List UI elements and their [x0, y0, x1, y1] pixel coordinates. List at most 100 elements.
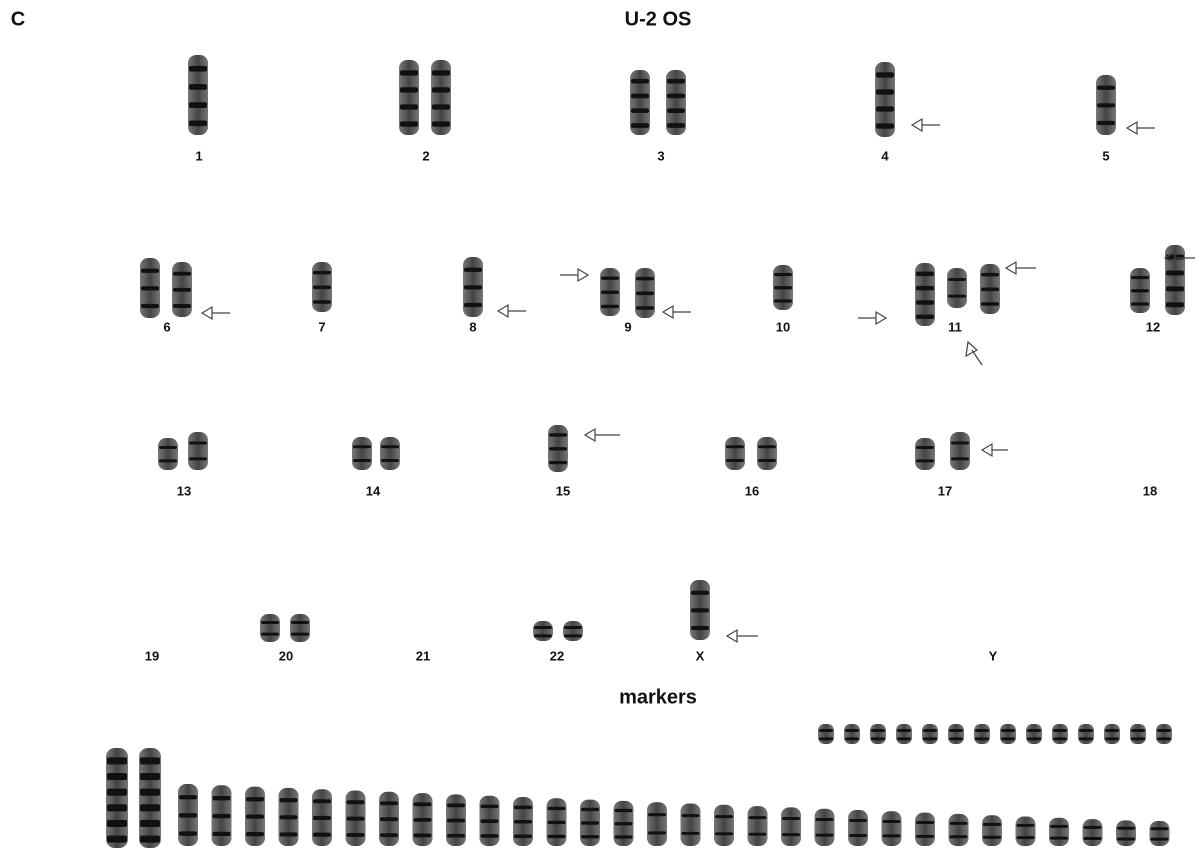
- band: [140, 789, 160, 796]
- band: [1166, 270, 1184, 275]
- band: [140, 804, 160, 811]
- chromosome: [188, 55, 208, 135]
- band: [782, 833, 800, 836]
- band: [380, 817, 398, 821]
- band: [648, 813, 666, 816]
- chromosome-label: X: [696, 648, 705, 663]
- chromosome: [748, 806, 768, 846]
- chromatid: [982, 815, 1002, 846]
- band: [261, 633, 279, 636]
- chromosome: [1156, 724, 1172, 744]
- band: [173, 272, 191, 276]
- chromosome: [922, 724, 938, 744]
- chromosome: [1049, 818, 1069, 846]
- chromosome: [279, 788, 299, 846]
- chromosome: [260, 614, 280, 642]
- band: [1105, 729, 1119, 732]
- band: [845, 729, 859, 732]
- chromosome-label: 1: [195, 148, 202, 163]
- arrow: [966, 342, 982, 365]
- chromosome: [757, 437, 777, 470]
- band: [871, 737, 885, 740]
- chromatid: [352, 437, 372, 470]
- band: [916, 835, 934, 838]
- band: [400, 70, 418, 75]
- band: [414, 834, 432, 838]
- band: [601, 291, 619, 294]
- band: [726, 459, 744, 462]
- band: [534, 626, 552, 629]
- band: [107, 820, 127, 827]
- band: [534, 634, 552, 637]
- band: [1001, 737, 1015, 740]
- band: [159, 459, 177, 462]
- band: [280, 815, 298, 819]
- chromosome: [212, 785, 232, 846]
- band: [481, 819, 499, 823]
- arrow: [1006, 262, 1036, 274]
- chromatid: [1156, 724, 1172, 744]
- chromatid: [1016, 817, 1036, 847]
- band: [246, 832, 264, 836]
- chromosome: [949, 814, 969, 846]
- chromosome: [848, 810, 868, 846]
- band: [464, 285, 482, 289]
- chromosome: [915, 263, 935, 326]
- band: [774, 273, 792, 276]
- band: [432, 104, 450, 109]
- arrow: [727, 630, 758, 642]
- chromosome-label: 21: [416, 648, 430, 663]
- chromatid: [1130, 724, 1146, 744]
- band: [1131, 276, 1149, 279]
- chromosome: [380, 437, 400, 470]
- chromosome: [172, 262, 192, 317]
- band: [816, 834, 834, 837]
- chromatid: [974, 724, 990, 744]
- chromosome: [915, 438, 935, 470]
- band: [173, 288, 191, 292]
- chromosome: [580, 800, 600, 846]
- chromosome-label: 22: [550, 648, 564, 663]
- band: [631, 123, 649, 128]
- arrow: [912, 119, 940, 131]
- band: [313, 271, 331, 275]
- band: [1017, 824, 1035, 827]
- chromosome-label: 10: [776, 319, 790, 334]
- chromosome: [1026, 724, 1042, 744]
- band: [246, 815, 264, 819]
- band: [464, 268, 482, 272]
- band: [414, 818, 432, 822]
- markers-label: markers: [619, 686, 697, 708]
- chromatid: [1049, 818, 1069, 846]
- band: [548, 821, 566, 824]
- band: [514, 834, 532, 838]
- band: [1131, 729, 1145, 732]
- chromatid: [922, 724, 938, 744]
- chromosome: [533, 621, 553, 641]
- band: [141, 269, 159, 273]
- band: [1157, 737, 1171, 740]
- chromosome: [815, 809, 835, 846]
- band: [1050, 837, 1068, 840]
- chromosome-label: 12: [1146, 319, 1160, 334]
- chromosome: [635, 268, 655, 318]
- band: [1084, 826, 1102, 829]
- chromosome: [312, 789, 332, 846]
- chromatid: [915, 438, 935, 470]
- band: [916, 459, 934, 462]
- arrow: [498, 305, 526, 317]
- band: [381, 459, 399, 462]
- chromosome-label: 7: [318, 319, 325, 334]
- band: [916, 446, 934, 449]
- band: [845, 737, 859, 740]
- chromosome: [413, 793, 433, 846]
- chromosome: [548, 425, 568, 472]
- chromosome-label: 9: [624, 319, 631, 334]
- band: [1151, 827, 1169, 830]
- band: [564, 626, 582, 629]
- chromosome-label: 8: [469, 319, 476, 334]
- band: [291, 621, 309, 624]
- chromosome-label: 15: [556, 483, 570, 498]
- band: [548, 835, 566, 838]
- band: [897, 737, 911, 740]
